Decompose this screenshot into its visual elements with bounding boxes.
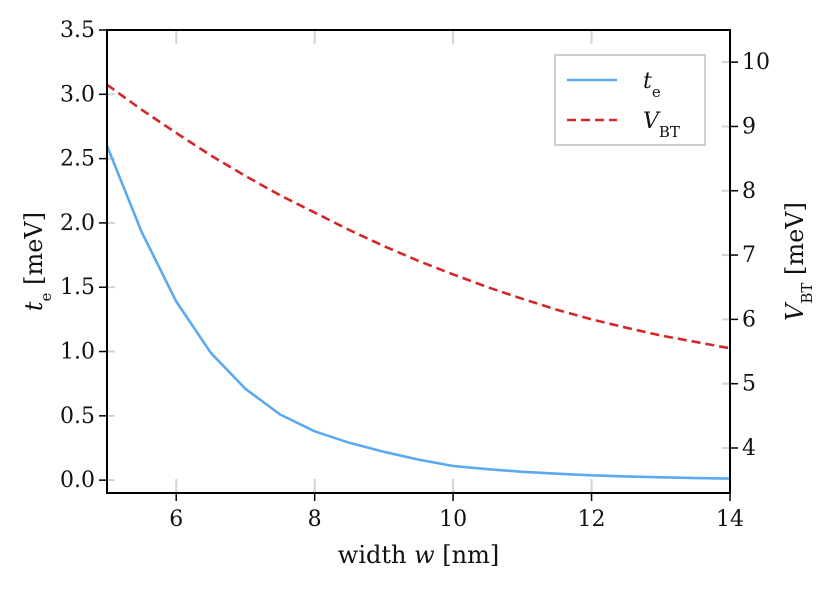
y-right-tick-label: 4: [742, 436, 756, 461]
series-line-v-bt: [106, 83, 731, 350]
series-layer: [105, 83, 731, 480]
x-tick-label: 8: [308, 507, 322, 532]
y-left-tick-label: 3.0: [60, 82, 95, 107]
legend-label-v-bt: VBT: [643, 109, 680, 141]
y-left-tick-label: 1.5: [60, 275, 95, 300]
axes: 6 8 10 12 14 0.0 0.5 1.0 1.5 2.0 2.5 3.0 3.5 4 5 6 7 8 9 10: [60, 18, 770, 532]
y-left-tick-label: 2.0: [60, 211, 95, 236]
y-left-tick-label: 0.5: [60, 404, 95, 429]
y-right-tick-label: 9: [742, 114, 756, 139]
y-right-tick-label: 6: [742, 307, 756, 332]
y-right-tick-label: 8: [742, 179, 756, 204]
legend: te VBT: [554, 54, 706, 146]
x-tick-label: 10: [439, 507, 467, 532]
plot-frame: [106, 29, 731, 494]
y-right-axis-label: VBT [meV]: [781, 202, 816, 321]
x-axis-label: width w [nm]: [338, 541, 499, 569]
y-left-axis-label: te [meV]: [20, 212, 55, 311]
y-left-tick-label: 1.0: [60, 340, 95, 365]
y-right-tick-label: 7: [742, 243, 756, 268]
x-tick-label: 12: [578, 507, 606, 532]
axis-labels: width w [nm] te [meV] VBT [meV]: [20, 202, 816, 569]
x-tick-label: 14: [716, 507, 744, 532]
y-left-tick-label: 3.5: [60, 18, 95, 43]
y-right-tick-label: 5: [742, 372, 756, 397]
y-right-tick-label: 10: [742, 50, 770, 75]
y-left-tick-label: 0.0: [60, 468, 95, 493]
y-left-tick-label: 2.5: [60, 147, 95, 172]
legend-label-t-e: te: [643, 69, 661, 101]
x-tick-label: 6: [169, 507, 183, 532]
legend-box: [554, 54, 706, 146]
series-line-t-e: [105, 145, 731, 480]
